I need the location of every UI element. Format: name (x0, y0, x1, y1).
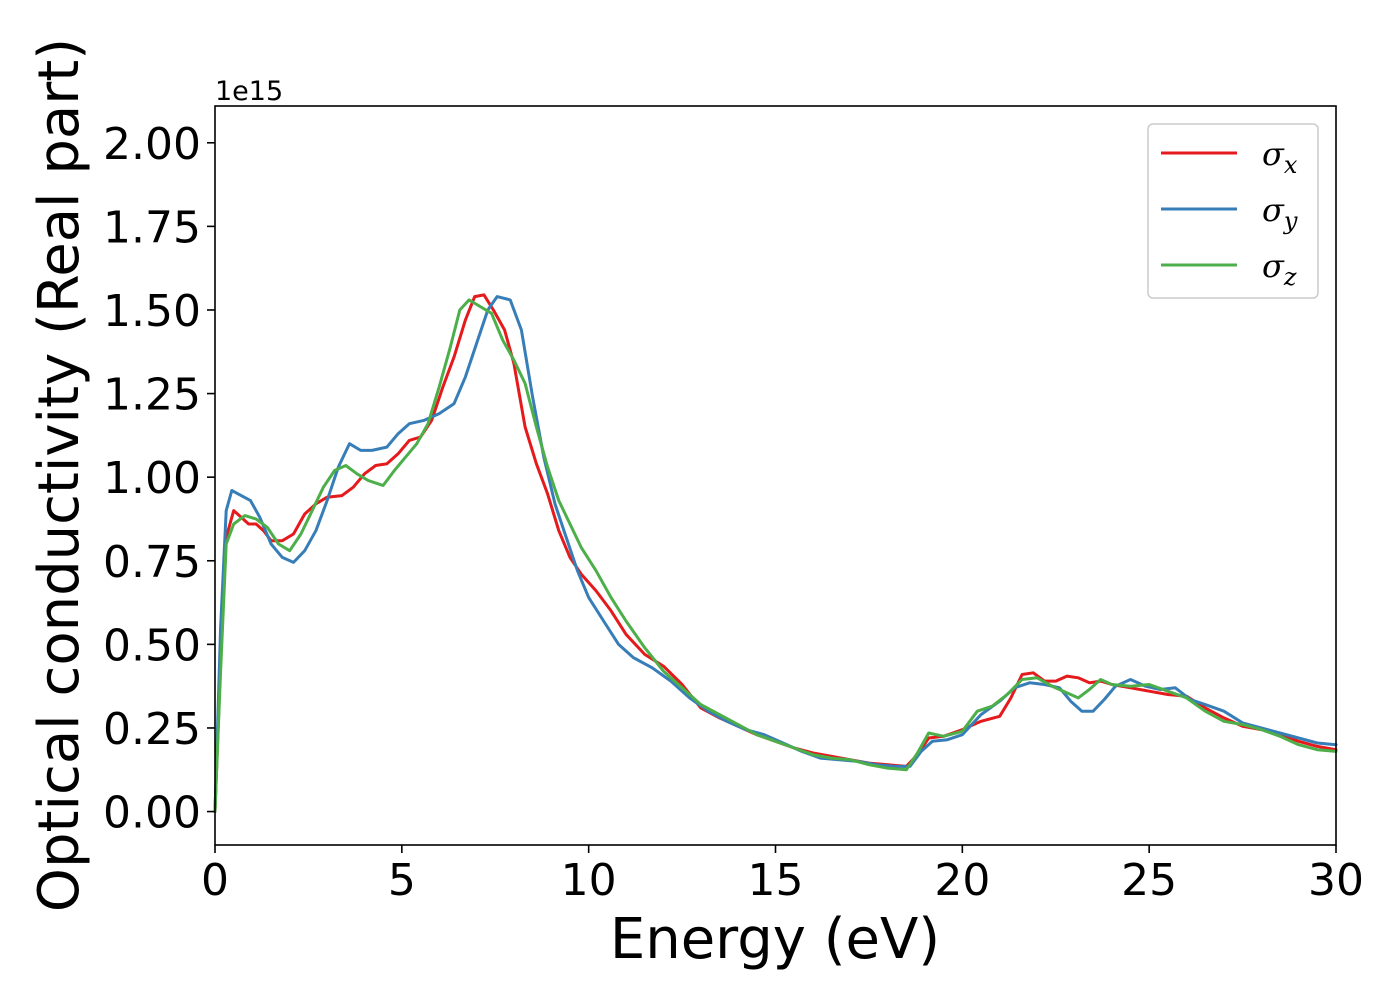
y-axis-label: Optical conductivity (Real part) (27, 38, 92, 912)
series-line-x (213, 293, 1338, 814)
legend-items: σx σy σz (1161, 135, 1298, 291)
y-tick-label: 0.75 (103, 537, 201, 588)
x-tick-label: 25 (1121, 855, 1177, 906)
y-tick-label: 0.00 (103, 788, 201, 839)
y-tick-label: 2.00 (103, 119, 201, 170)
series-layer (213, 293, 1338, 814)
series-line-z (213, 298, 1338, 814)
y-tick-label: 0.25 (103, 704, 201, 755)
legend-box (1147, 123, 1319, 299)
x-tick-label: 20 (934, 855, 990, 906)
legend-label-y: σy (1262, 191, 1298, 235)
legend: σx σy σz (1147, 123, 1319, 299)
x-tick-label: 0 (201, 855, 229, 906)
y-tick-label: 1.50 (103, 286, 201, 337)
legend-label-z: σz (1262, 247, 1297, 291)
y-tick-label: 1.25 (103, 370, 201, 421)
x-axis-ticks: 0 5 10 15 20 25 30 (201, 845, 1364, 906)
x-tick-label: 30 (1308, 855, 1364, 906)
legend-label-x: σx (1262, 135, 1298, 179)
x-tick-label: 10 (561, 855, 617, 906)
x-tick-label: 5 (388, 855, 416, 906)
y-tick-label: 1.00 (103, 453, 201, 504)
series-line-y (213, 295, 1338, 814)
y-tick-label: 0.50 (103, 620, 201, 671)
x-tick-label: 15 (748, 855, 804, 906)
x-axis-label: Energy (eV) (610, 907, 940, 972)
y-offset-label: 1e15 (215, 76, 283, 107)
y-tick-label: 1.75 (103, 202, 201, 253)
y-axis-ticks: 0.00 0.25 0.50 0.75 1.00 1.25 1.50 1.75 2.00 (103, 119, 215, 839)
